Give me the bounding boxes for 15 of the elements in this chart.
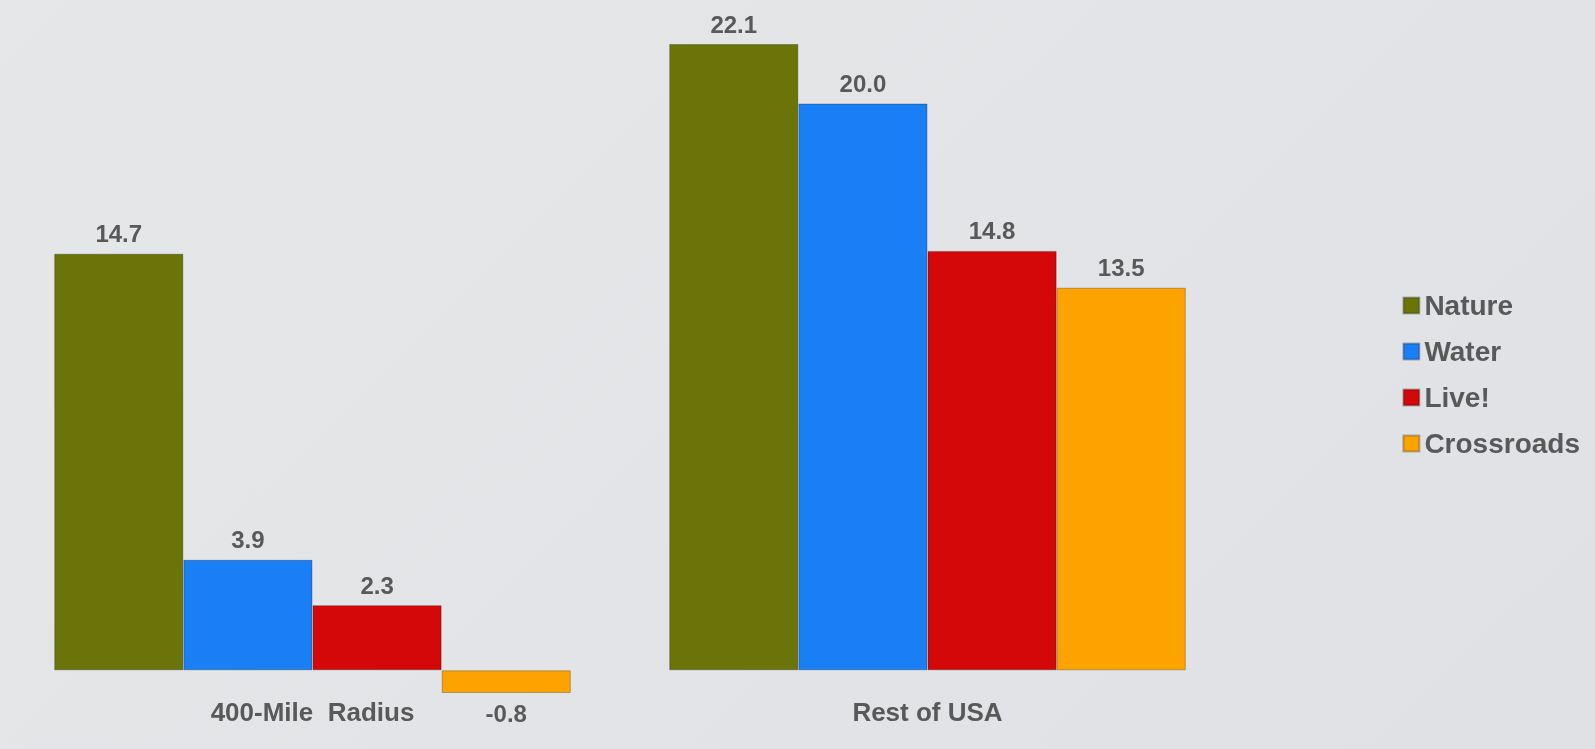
data-label: 13.5 xyxy=(1097,254,1145,282)
legend-label: Live! xyxy=(1424,382,1490,413)
legend-label: Crossroads xyxy=(1424,428,1581,459)
data-label: -0.8 xyxy=(485,699,527,727)
data-label: 14.8 xyxy=(968,217,1016,245)
bar xyxy=(441,670,571,693)
x-tick-label: Rest of USA xyxy=(852,697,1003,727)
data-label: 14.7 xyxy=(95,220,143,248)
x-tick-label: 400-Mile Radius xyxy=(210,697,415,727)
legend-label: Nature xyxy=(1424,290,1514,321)
data-label: 22.1 xyxy=(710,10,758,38)
data-label: 3.9 xyxy=(231,526,265,554)
data-label: 20.0 xyxy=(839,70,887,98)
data-label: 2.3 xyxy=(360,571,394,599)
legend-label: Water xyxy=(1424,336,1502,367)
